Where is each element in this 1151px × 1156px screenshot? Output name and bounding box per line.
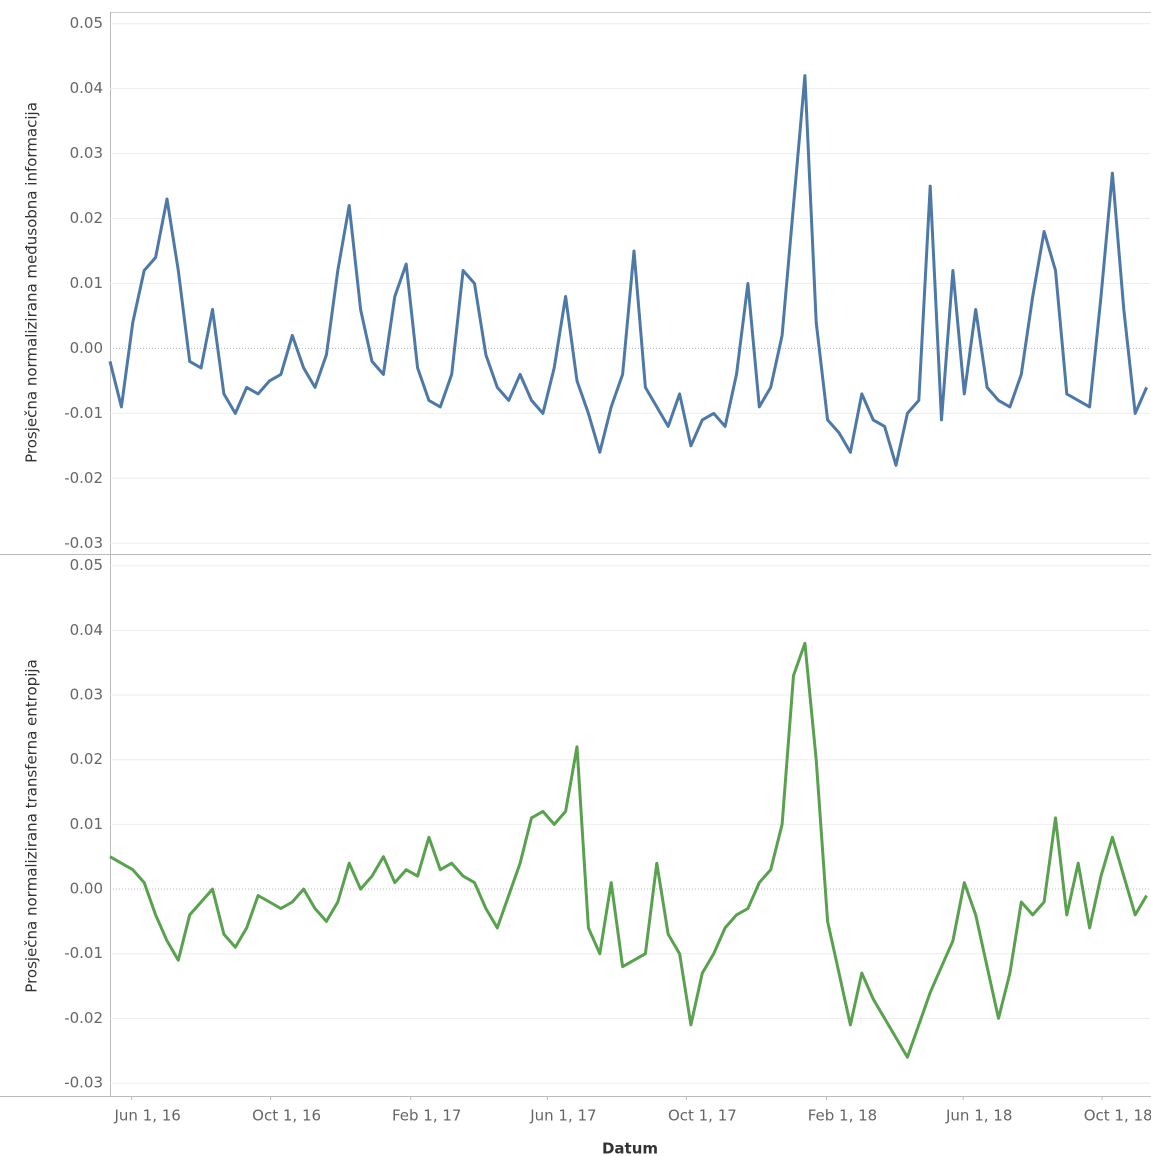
y-tick-label: 0.02 — [70, 750, 103, 768]
y-tick-label: 0.05 — [70, 14, 103, 32]
y-tick-label: 0.03 — [70, 144, 103, 162]
x-tick-label: Jun 1, 18 — [945, 1107, 1012, 1125]
x-tick-label: Feb 1, 18 — [808, 1107, 878, 1125]
y-tick-label: 0.05 — [70, 556, 103, 574]
x-tick-label: Feb 1, 17 — [392, 1107, 462, 1125]
y-axis-label: Prosječna normalizirana međusobna inform… — [23, 102, 41, 463]
y-tick-label: 0.01 — [70, 815, 103, 833]
data-line — [108, 74, 1148, 467]
x-tick-label: Oct 1, 18 — [1084, 1107, 1151, 1125]
y-axis-label: Prosječna normalizirana transferna entro… — [23, 659, 41, 992]
y-tick-label: -0.02 — [64, 469, 103, 487]
y-tick-label: 0.03 — [70, 686, 103, 704]
y-tick-label: 0.04 — [70, 621, 103, 639]
y-tick-label: -0.01 — [64, 944, 103, 962]
y-tick-label: 0.04 — [70, 79, 103, 97]
y-tick-label: -0.03 — [64, 534, 103, 552]
x-tick-label: Jun 1, 17 — [529, 1107, 596, 1125]
x-axis-label: Datum — [602, 1140, 658, 1156]
x-tick-label: Oct 1, 17 — [668, 1107, 737, 1125]
y-tick-label: 0.02 — [70, 209, 103, 227]
y-tick-label: -0.02 — [64, 1009, 103, 1027]
y-tick-label: 0.00 — [70, 880, 103, 898]
data-line — [109, 641, 1148, 1059]
y-tick-label: -0.01 — [64, 404, 103, 422]
y-tick-label: -0.03 — [64, 1074, 103, 1092]
y-tick-label: 0.00 — [70, 339, 103, 357]
x-tick-label: Oct 1, 16 — [252, 1107, 321, 1125]
x-tick-label: Jun 1, 16 — [113, 1107, 180, 1125]
y-tick-label: 0.01 — [70, 274, 103, 292]
